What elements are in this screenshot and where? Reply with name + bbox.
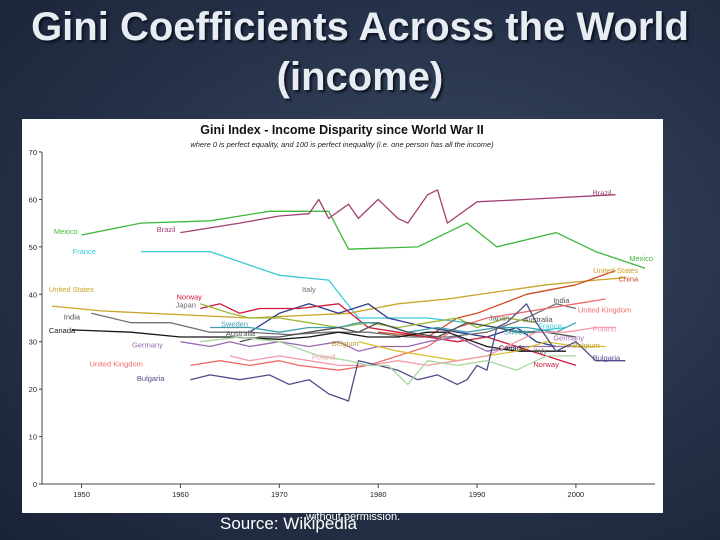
series-label-sweden: Sweden <box>504 328 531 337</box>
y-tick-label: 50 <box>29 243 37 252</box>
series-label-japan: Japan <box>489 313 509 322</box>
x-tick-label: 1970 <box>271 490 288 499</box>
x-tick-label: 1980 <box>370 490 387 499</box>
y-tick-label: 10 <box>29 433 37 442</box>
series-line-brazil <box>180 189 616 234</box>
x-tick-label: 2000 <box>568 490 585 499</box>
chart-subtitle: where 0 is perfect equality, and 100 is … <box>190 140 494 149</box>
series-label-france: France <box>73 247 96 256</box>
y-tick-label: 20 <box>29 385 37 394</box>
series-label-norway: Norway <box>533 360 559 369</box>
series-label-united-states: United States <box>593 266 638 275</box>
series-label-belgium: Belgium <box>573 341 600 350</box>
watermark-text: without permission. <box>306 511 401 523</box>
series-line-bulgaria <box>190 303 626 402</box>
chart-series-lines <box>51 189 646 402</box>
source-caption: Source: Wikipedia <box>220 514 358 533</box>
series-label-united-kingdom: United Kingdom <box>90 359 143 368</box>
series-line-finland <box>200 336 576 386</box>
series-label-bulgaria: Bulgaria <box>137 374 165 383</box>
series-label-poland: Poland <box>593 324 616 333</box>
gini-line-chart: Gini Index - Income Disparity since Worl… <box>29 123 655 499</box>
series-label-australia: Australia <box>524 315 554 324</box>
series-label-brazil: Brazil <box>593 189 612 198</box>
series-label-italy: Italy <box>533 347 547 356</box>
series-line-poland <box>229 326 616 367</box>
series-label-germany: Germany <box>553 333 584 342</box>
chart-axes: 0 10 20 30 40 50 60 70 1950 1960 1970 1980 1990 2000 <box>29 148 655 499</box>
series-label-italy: Italy <box>302 285 316 294</box>
series-label-japan: Japan <box>176 301 196 310</box>
series-label-norway: Norway <box>177 293 203 302</box>
series-line-australia <box>239 322 577 343</box>
series-line-canada <box>71 329 566 352</box>
x-tick-label: 1990 <box>469 490 486 499</box>
series-line-united-states <box>51 277 626 319</box>
series-label-united-kingdom: United Kingdom <box>578 305 631 314</box>
series-line-united-kingdom <box>190 298 606 371</box>
slide-title: Gini Coefficients Across the World (inco… <box>31 5 689 99</box>
x-tick-label: 1950 <box>73 490 90 499</box>
series-line-italy <box>249 303 557 348</box>
y-tick-label: 0 <box>33 480 37 489</box>
series-label-belgium: Belgium <box>332 339 359 348</box>
y-tick-label: 60 <box>29 195 37 204</box>
series-line-japan <box>200 303 537 329</box>
series-label-sweden: Sweden <box>221 320 248 329</box>
series-label-canada: Canada <box>499 344 526 353</box>
chart-title: Gini Index - Income Disparity since Worl… <box>200 123 483 137</box>
series-label-india: India <box>64 312 81 321</box>
y-tick-label: 30 <box>29 338 37 347</box>
series-label-china: China <box>619 275 639 284</box>
chart-container: Gini Index - Income Disparity since Worl… <box>22 119 663 513</box>
series-line-mexico <box>81 210 646 269</box>
series-label-brazil: Brazil <box>157 225 176 234</box>
chart-series-labels: Mexico Mexico Brazil Brazil France France Ital… <box>49 189 653 384</box>
series-label-mexico: Mexico <box>54 227 78 236</box>
series-line-norway <box>200 303 577 367</box>
series-label-france: France <box>538 321 561 330</box>
series-label-canada: Canada <box>49 326 76 335</box>
series-label-australia: Australia <box>226 329 256 338</box>
y-tick-label: 70 <box>29 148 37 157</box>
series-label-germany: Germany <box>132 340 163 349</box>
series-line-france <box>140 250 567 333</box>
y-tick-label: 40 <box>29 290 37 299</box>
series-label-india: India <box>553 296 570 305</box>
series-label-poland: Poland <box>312 352 335 361</box>
x-tick-label: 1960 <box>172 490 189 499</box>
series-label-mexico: Mexico <box>629 254 653 263</box>
series-label-bulgaria: Bulgaria <box>593 354 621 363</box>
series-label-united-states: United States <box>49 285 94 294</box>
